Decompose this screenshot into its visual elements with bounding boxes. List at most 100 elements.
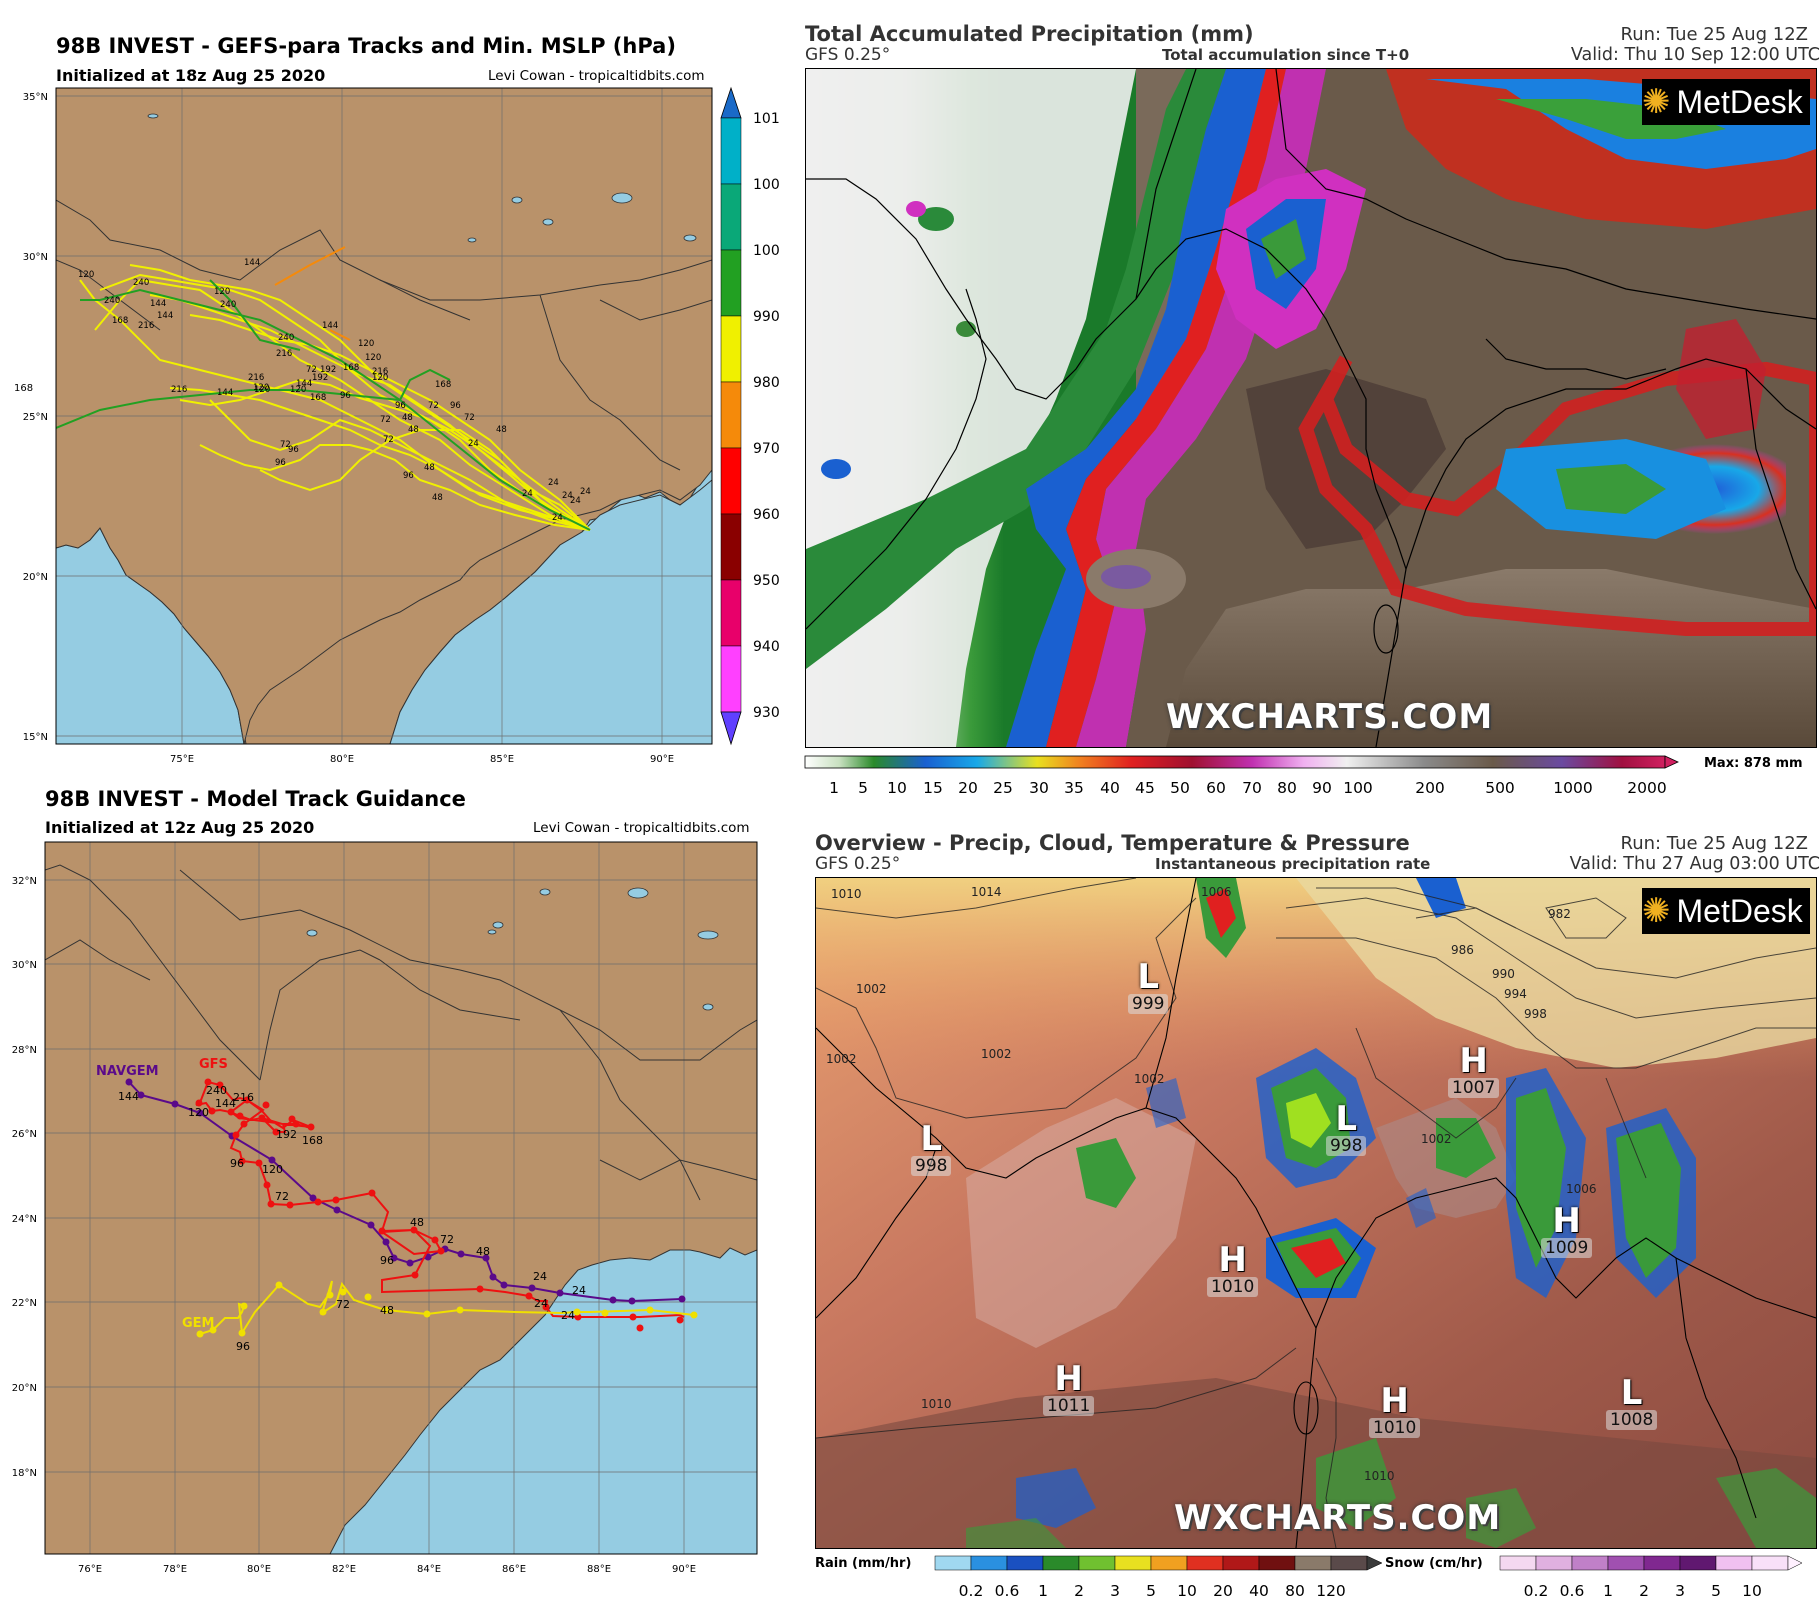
- svg-text:216: 216: [233, 1091, 254, 1104]
- svg-text:72: 72: [336, 1298, 350, 1311]
- svg-text:10: 10: [1177, 1582, 1197, 1600]
- svg-text:120: 120: [1316, 1582, 1346, 1600]
- credit: Levi Cowan - tropicaltidbits.com: [533, 820, 750, 836]
- lon-axis-labels: 76°E 78°E 80°E 82°E 84°E 86°E 88°E 90°E: [78, 1564, 696, 1575]
- svg-text:3: 3: [1110, 1582, 1120, 1600]
- svg-text:3: 3: [1675, 1582, 1685, 1600]
- svg-text:24: 24: [534, 1297, 548, 1310]
- svg-text:GFS: GFS: [199, 1057, 228, 1072]
- svg-text:998: 998: [1524, 1007, 1547, 1021]
- svg-text:80°E: 80°E: [247, 1564, 271, 1575]
- svg-text:1006: 1006: [1566, 1182, 1597, 1196]
- init-time: Initialized at 12z Aug 25 2020: [45, 818, 315, 837]
- track-hour-labels: 120 240 144 144 120 240 168 216 240 144 …: [78, 258, 591, 523]
- svg-text:144: 144: [217, 388, 233, 398]
- svg-text:240: 240: [278, 333, 294, 343]
- svg-text:72: 72: [428, 401, 439, 411]
- svg-text:76°E: 76°E: [78, 1564, 102, 1575]
- borders: [56, 199, 712, 471]
- svg-text:24: 24: [570, 496, 581, 506]
- svg-text:25: 25: [993, 779, 1013, 797]
- init-time: Initialized at 18z Aug 25 2020: [56, 66, 326, 85]
- svg-text:0.2: 0.2: [959, 1582, 984, 1600]
- pressure-centre-low: L 999: [1128, 960, 1169, 1014]
- svg-text:144: 144: [118, 1090, 139, 1103]
- gefs-tracks-panel: 98B INVEST - GEFS-para Tracks and Min. M…: [0, 0, 780, 770]
- svg-text:120: 120: [262, 1163, 283, 1176]
- snow-scale-bar: [1499, 1555, 1803, 1571]
- svg-text:500: 500: [1485, 779, 1515, 797]
- svg-text:20: 20: [1213, 1582, 1233, 1600]
- wxcharts-brand: WXCHARTS.COM: [1174, 1498, 1502, 1538]
- snow-scale-labels: 0.2 0.6 1 2 3 5 10: [1524, 1582, 1762, 1600]
- pressure-centre-high: H 1009: [1541, 1204, 1593, 1258]
- svg-text:960: 960: [753, 507, 780, 523]
- svg-text:26°N: 26°N: [12, 1129, 37, 1140]
- svg-text:24: 24: [548, 478, 559, 488]
- svg-text:90: 90: [1312, 779, 1332, 797]
- svg-text:1000: 1000: [1553, 779, 1592, 797]
- svg-text:48: 48: [410, 1216, 424, 1229]
- svg-text:216: 216: [248, 373, 264, 383]
- svg-text:120: 120: [78, 270, 94, 280]
- wxcharts-brand: WXCHARTS.COM: [1166, 697, 1494, 737]
- svg-text:28°N: 28°N: [12, 1045, 37, 1056]
- svg-text:980: 980: [753, 375, 780, 391]
- svg-text:0.2: 0.2: [1524, 1582, 1549, 1600]
- metdesk-logo: ✺ MetDesk: [1642, 888, 1810, 934]
- svg-text:144: 144: [244, 258, 260, 268]
- credit: Levi Cowan - tropicaltidbits.com: [488, 68, 705, 84]
- svg-text:120: 120: [254, 385, 270, 395]
- svg-text:2: 2: [1639, 1582, 1649, 1600]
- svg-text:216: 216: [138, 321, 154, 331]
- ensemble-tracks: [56, 246, 591, 531]
- svg-text:24: 24: [533, 1270, 547, 1283]
- svg-text:84°E: 84°E: [417, 1564, 441, 1575]
- rain-scale-label: Rain (mm/hr): [815, 1556, 911, 1571]
- svg-text:1000: 1000: [753, 243, 780, 259]
- gefs-track-map: 120 240 144 144 120 240 168 216 240 144 …: [14, 86, 780, 765]
- svg-text:20°N: 20°N: [12, 1383, 37, 1394]
- svg-text:1010: 1010: [753, 111, 780, 127]
- graticule: [45, 842, 757, 1554]
- svg-text:120: 120: [214, 287, 230, 297]
- svg-text:930: 930: [753, 705, 780, 721]
- borders: [45, 864, 757, 1201]
- svg-text:1010: 1010: [831, 887, 862, 901]
- svg-text:35°N: 35°N: [23, 92, 48, 103]
- svg-text:78°E: 78°E: [163, 1564, 187, 1575]
- svg-text:85°E: 85°E: [490, 754, 514, 765]
- svg-text:144: 144: [215, 1097, 236, 1110]
- panel-title: Overview - Precip, Cloud, Temperature & …: [815, 831, 1410, 855]
- svg-text:60: 60: [1206, 779, 1226, 797]
- svg-text:96: 96: [275, 458, 286, 468]
- svg-text:192: 192: [320, 365, 336, 375]
- svg-text:240: 240: [133, 278, 149, 288]
- model-labels: NAVGEM GFS GEM: [96, 1057, 228, 1331]
- svg-text:72: 72: [275, 1190, 289, 1203]
- svg-text:48: 48: [432, 493, 443, 503]
- svg-text:120: 120: [372, 373, 388, 383]
- run-time: Run: Tue 25 Aug 12Z: [1620, 24, 1809, 45]
- graticule: [56, 88, 712, 744]
- lon-axis-labels: 75°E 80°E 85°E 90°E: [170, 754, 674, 765]
- snow-scale-label: Snow (cm/hr): [1385, 1556, 1483, 1571]
- svg-text:5: 5: [1711, 1582, 1721, 1600]
- svg-text:24: 24: [562, 491, 573, 501]
- svg-text:72: 72: [440, 1233, 454, 1246]
- panel-subtitle: Total accumulation since T+0: [1162, 46, 1410, 64]
- model-label: GFS 0.25°: [815, 854, 901, 874]
- svg-text:48: 48: [408, 425, 419, 435]
- svg-text:96: 96: [403, 471, 414, 481]
- precip-scale-labels: 1 5 10 15 20 25 30 35 40 45 50 60 70 80 …: [829, 779, 1667, 797]
- svg-text:10: 10: [1742, 1582, 1762, 1600]
- svg-text:48: 48: [424, 463, 435, 473]
- svg-text:48: 48: [476, 1245, 490, 1258]
- svg-text:1014: 1014: [971, 885, 1002, 899]
- model-track-map: NAVGEM GFS GEM 144 120 96 72 48 48 24 24…: [12, 841, 758, 1575]
- svg-text:24: 24: [552, 513, 563, 523]
- svg-text:82°E: 82°E: [332, 1564, 356, 1575]
- svg-text:986: 986: [1451, 943, 1474, 957]
- svg-text:72: 72: [464, 413, 475, 423]
- svg-text:940: 940: [753, 639, 780, 655]
